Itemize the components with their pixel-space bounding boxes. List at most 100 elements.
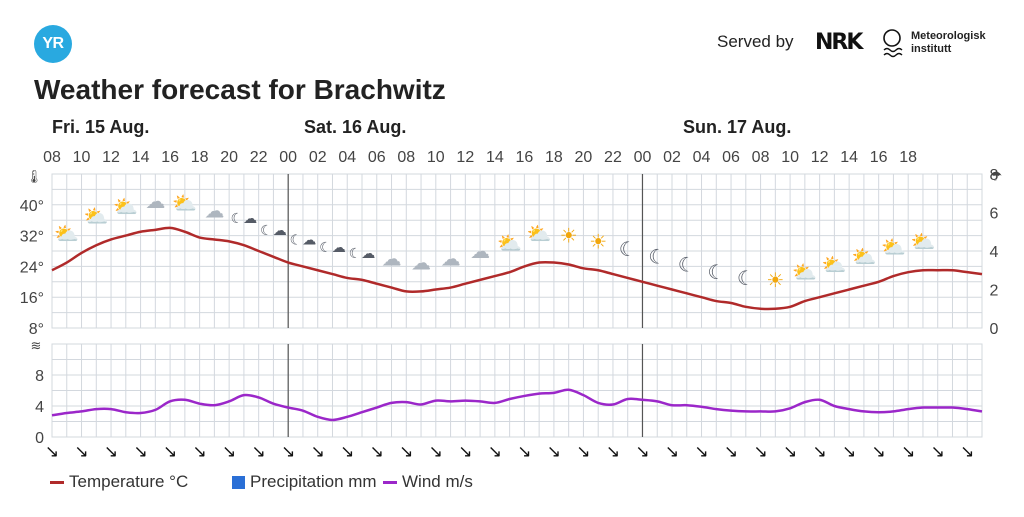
precip-tick-label: 8 — [990, 167, 999, 184]
wind-direction-arrow-icon: ↘ — [45, 442, 59, 461]
weather-symbol-partly-cloudy-day-icon: ⛅ — [910, 231, 935, 253]
hour-tick-label: 14 — [840, 149, 858, 166]
wind-direction-arrow-icon: ↘ — [576, 442, 590, 461]
weather-symbol-partly-cloudy-night-icon: ☾☁ — [231, 210, 258, 226]
hour-tick-label: 16 — [515, 149, 533, 166]
wind-direction-arrow-icon: ↘ — [901, 442, 915, 461]
temp-tick-label: 32° — [20, 229, 44, 246]
legend-wind[interactable]: Wind m/s — [383, 472, 473, 492]
weather-symbol-clear-night-icon: ☾ — [648, 247, 666, 269]
wind-tick-label: 8 — [35, 368, 44, 385]
precip-tick-label: 6 — [990, 206, 999, 223]
hour-tick-label: 20 — [575, 149, 593, 166]
wind-direction-arrow-icon: ↘ — [74, 442, 88, 461]
wind-icon: ≋ — [31, 338, 42, 353]
temp-tick-label: 24° — [20, 259, 44, 276]
wind-direction-arrow-icon: ↘ — [252, 442, 266, 461]
weather-symbol-partly-cloudy-day-icon: ⛅ — [881, 237, 906, 259]
wind-direction-arrow-icon: ↘ — [547, 442, 561, 461]
weather-symbol-clear-night-icon: ☾ — [737, 268, 755, 290]
hour-tick-label: 02 — [663, 149, 681, 166]
day-label-sun: Sun. 17 Aug. — [683, 117, 792, 137]
legend-wind-swatch — [383, 480, 397, 484]
weather-symbol-partly-cloudy-day-icon: ⛅ — [113, 197, 138, 219]
weather-symbol-clear-night-icon: ☾ — [678, 254, 696, 276]
weather-symbol-clear-day-icon: ☀ — [560, 225, 578, 247]
weather-symbol-partly-cloudy-day-icon: ⛅ — [84, 206, 109, 228]
legend-precipitation[interactable]: Precipitation mm — [232, 472, 377, 492]
legend-precipitation-label: Precipitation mm — [250, 472, 377, 491]
weather-symbol-clear-night-icon: ☾ — [619, 239, 637, 261]
wind-direction-arrow-icon: ↘ — [399, 442, 413, 461]
wind-direction-arrow-icon: ↘ — [960, 442, 974, 461]
hour-tick-label: 18 — [545, 149, 563, 166]
forecast-chart: 08 10 12 14 16 18 20 22 00 02 04 06 08 10 12 14 16 18 20 22… — [20, 149, 1002, 461]
temp-tick-label: 16° — [20, 290, 44, 307]
wind-direction-arrow-icon: ↘ — [812, 442, 826, 461]
hour-tick-label: 14 — [132, 149, 150, 166]
weather-symbol-cloudy-icon: ☁ — [145, 191, 165, 213]
hour-tick-label: 22 — [250, 149, 268, 166]
hour-tick-label: 08 — [752, 149, 770, 166]
wind-direction-arrow-icon: ↘ — [222, 442, 236, 461]
met-line-1: Meteorologisk — [911, 30, 986, 42]
weather-symbol-clear-night-icon: ☾ — [707, 262, 725, 284]
hour-tick-label: 18 — [191, 149, 209, 166]
hour-tick-label: 04 — [693, 149, 711, 166]
weather-symbol-cloudy-icon: ☁ — [382, 249, 402, 271]
weather-symbol-cloudy-icon: ☁ — [470, 241, 490, 263]
hour-tick-label: 06 — [368, 149, 386, 166]
wind-direction-arrow-icon: ↘ — [192, 442, 206, 461]
nrk-logo[interactable]: NRK — [815, 30, 863, 55]
weather-symbol-partly-cloudy-night-icon: ☾☁ — [319, 239, 346, 255]
wind-direction-arrow-icon: ↘ — [281, 442, 295, 461]
hour-tick-label: 06 — [722, 149, 740, 166]
hour-tick-label: 16 — [161, 149, 179, 166]
hour-tick-label: 10 — [73, 149, 91, 166]
weather-symbol-partly-cloudy-night-icon: ☾☁ — [290, 231, 317, 247]
hour-tick-label: 12 — [811, 149, 829, 166]
weather-symbol-partly-cloudy-day-icon: ⛅ — [527, 224, 552, 246]
wind-direction-arrow-icon: ↘ — [606, 442, 620, 461]
wind-direction-arrow-icon: ↘ — [665, 442, 679, 461]
met-institute-logo[interactable]: Meteorologisk institutt — [911, 30, 986, 56]
wind-direction-arrow-icon: ↘ — [724, 442, 738, 461]
precip-tick-label: 0 — [990, 321, 999, 338]
wind-direction-arrow-icon: ↘ — [311, 442, 325, 461]
wind-line — [51, 388, 983, 422]
wind-direction-arrow-icon: ↘ — [133, 442, 147, 461]
hour-tick-label: 20 — [220, 149, 238, 166]
wind-direction-arrow-icon: ↘ — [783, 442, 797, 461]
weather-symbol-cloudy-icon: ☁ — [204, 200, 224, 222]
hour-tick-label: 00 — [279, 149, 297, 166]
weather-symbol-cloudy-icon: ☁ — [411, 252, 431, 274]
wind-direction-arrow-icon: ↘ — [517, 442, 531, 461]
weather-symbol-partly-cloudy-day-icon: ⛅ — [172, 193, 197, 215]
precip-tick-label: 4 — [990, 244, 999, 261]
precip-tick-label: 2 — [990, 283, 999, 300]
legend-temperature[interactable]: Temperature °C — [50, 472, 188, 492]
wind-tick-label: 0 — [35, 430, 44, 447]
wind-direction-arrow-icon: ↘ — [842, 442, 856, 461]
wind-direction-arrow-icon: ↘ — [872, 442, 886, 461]
weather-symbol-partly-cloudy-night-icon: ☾☁ — [349, 245, 376, 261]
weather-symbol-clear-day-icon: ☀ — [589, 231, 607, 253]
met-institute-icon — [883, 29, 903, 58]
weather-symbol-partly-cloudy-day-icon: ⛅ — [792, 262, 817, 284]
yr-logo[interactable]: YR — [34, 25, 72, 63]
met-line-2: institutt — [911, 43, 952, 55]
wind-direction-arrow-icon: ↘ — [458, 442, 472, 461]
wind-direction-arrow-icon: ↘ — [104, 442, 118, 461]
hour-tick-label: 22 — [604, 149, 622, 166]
day-label-fri: Fri. 15 Aug. — [52, 117, 150, 137]
wind-direction-arrow-icon: ↘ — [370, 442, 384, 461]
temp-tick-label: 40° — [20, 198, 44, 215]
weather-symbol-partly-cloudy-day-icon: ⛅ — [851, 247, 876, 269]
hour-tick-label: 00 — [634, 149, 652, 166]
hour-tick-label: 14 — [486, 149, 504, 166]
day-label-sat: Sat. 16 Aug. — [304, 117, 407, 137]
weather-symbol-partly-cloudy-day-icon: ⛅ — [497, 233, 522, 255]
hour-tick-label: 12 — [102, 149, 120, 166]
thermometer-icon: 🌡 — [26, 169, 43, 184]
hour-tick-label: 10 — [427, 149, 445, 166]
